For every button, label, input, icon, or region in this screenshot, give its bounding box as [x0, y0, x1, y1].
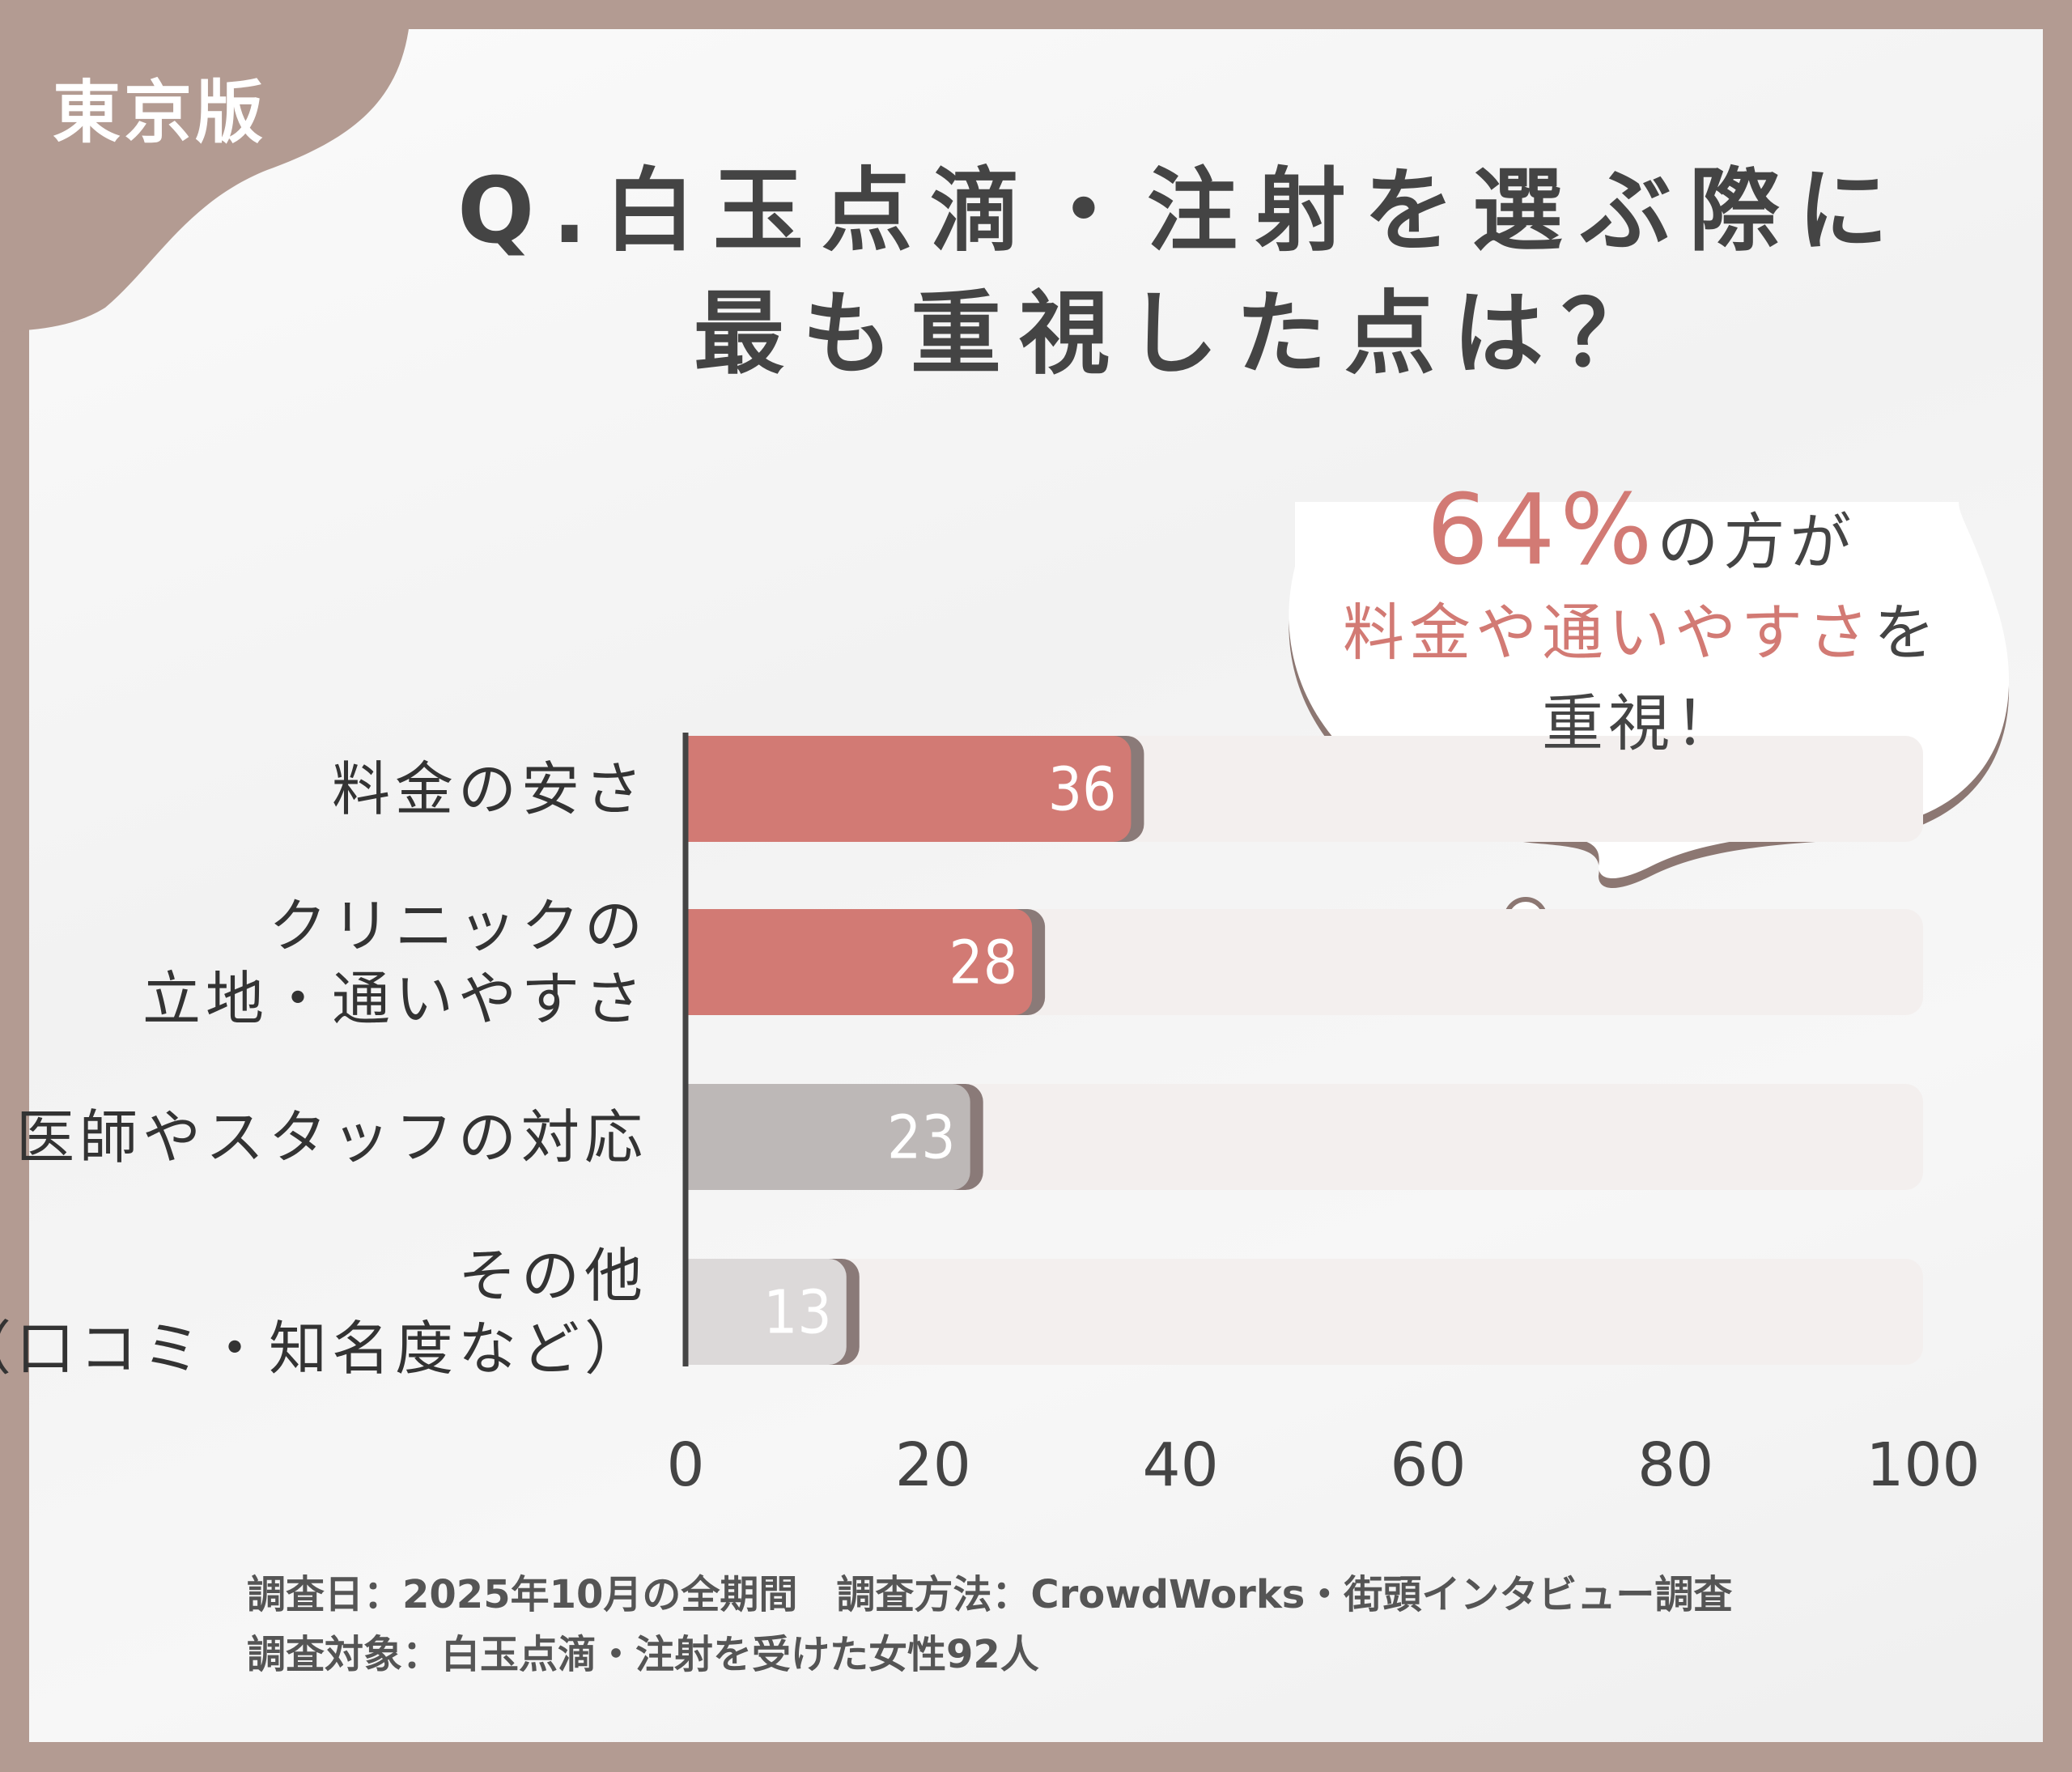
footer-line-1: 調査日：2025年10月の全期間 調査方法：CrowdWorks・街頭インタビュ…: [247, 1572, 1733, 1617]
callout-after-percent: の方が: [1657, 506, 1857, 578]
x-tick-label: 100: [1866, 1430, 1980, 1500]
callout-percent: 64%: [1426, 474, 1658, 587]
x-tick-label: 0: [666, 1430, 704, 1500]
bar: [686, 909, 1033, 1015]
corner-tab: [0, 0, 411, 332]
title-line-2: 最も重視した点は？: [694, 282, 1670, 387]
bar-base: [686, 1259, 710, 1365]
callout-text: 64%の方が 料金や通いやすさを 重視！: [1273, 482, 2010, 769]
bar-base: [686, 1084, 710, 1190]
x-tick-label: 80: [1637, 1430, 1713, 1500]
bar-track: [686, 1084, 1923, 1190]
bar-value-label: 28: [949, 928, 1017, 998]
bar-track: [686, 1259, 1923, 1365]
bar: [686, 1259, 847, 1365]
category-label-line: 料金の安さ: [331, 754, 648, 823]
category-label-line: 医師やスタッフの対応: [15, 1103, 648, 1171]
bar-value-label: 13: [763, 1278, 832, 1348]
category-label-line: クリニックの: [268, 891, 648, 960]
footer-line-2: 調査対象：白玉点滴・注射を受けた女性92人: [247, 1632, 1039, 1677]
bar-value-label: 36: [1048, 755, 1117, 825]
category-label: 医師やスタッフの対応: [16, 1101, 648, 1174]
x-tick-label: 20: [895, 1430, 971, 1500]
x-tick-label: 40: [1143, 1430, 1219, 1500]
category-label: その他 （口コミ・知名度など）: [0, 1239, 648, 1385]
x-tick-label: 60: [1390, 1430, 1466, 1500]
edition-label: 東京版: [53, 73, 267, 152]
title-line-1: Q.白玉点滴・注射を選ぶ際に: [457, 159, 1906, 264]
bar-base: [686, 909, 710, 1015]
card-panel: [29, 29, 2043, 1742]
category-label-line: その他: [457, 1241, 648, 1310]
category-label-line: 立地・通いやすさ: [142, 964, 648, 1033]
category-label: 料金の安さ: [332, 753, 648, 826]
bar: [686, 736, 1132, 842]
callout-after-highlight: を: [1874, 597, 1940, 669]
bar-base: [686, 736, 710, 842]
callout-line3: 重視！: [1542, 687, 1741, 759]
category-label: クリニックの 立地・通いやすさ: [142, 890, 648, 1035]
bar-value-label: 23: [887, 1103, 956, 1173]
category-label-line: （口コミ・知名度など）: [0, 1314, 648, 1383]
bar: [686, 1084, 970, 1190]
callout-highlight: 料金や通いやすさ: [1343, 597, 1874, 669]
